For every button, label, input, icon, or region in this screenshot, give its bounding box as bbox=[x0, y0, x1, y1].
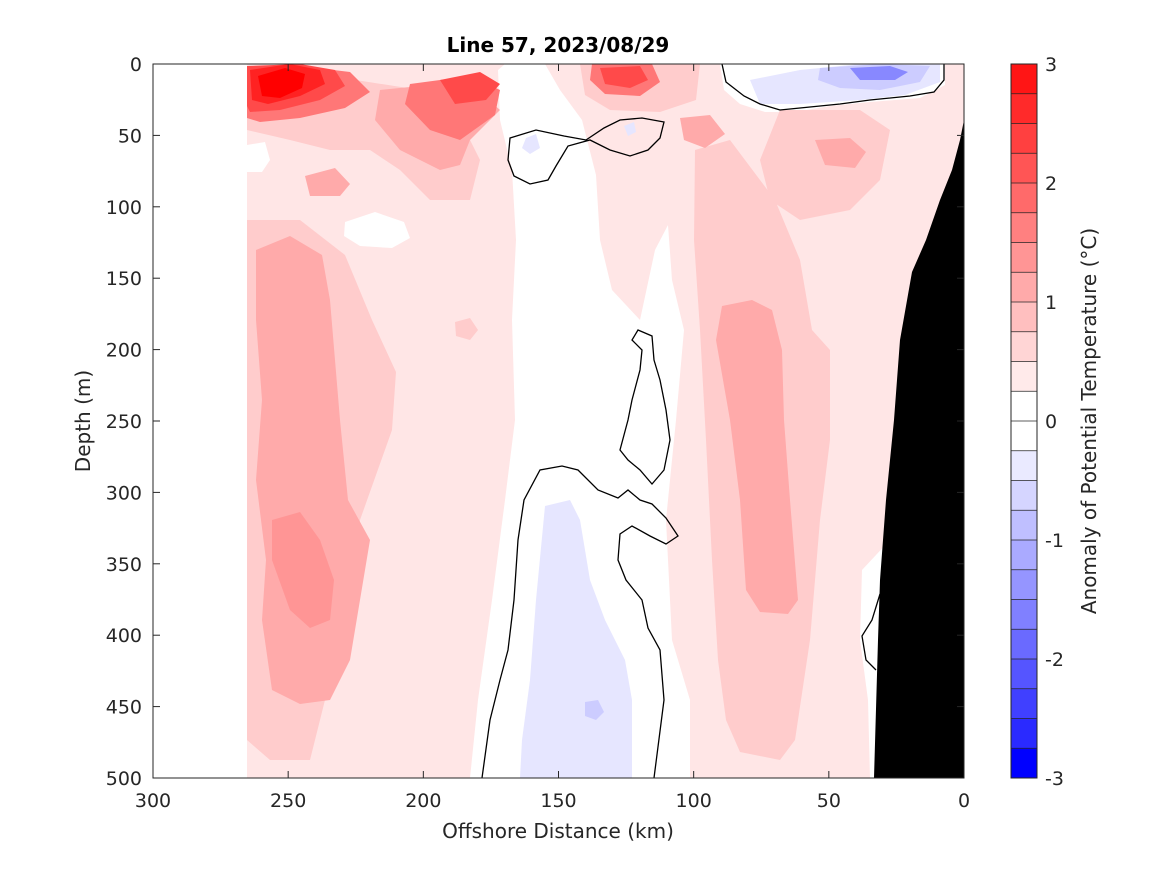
y-tick-label: 450 bbox=[106, 697, 142, 719]
contour-fill-pos-125 bbox=[272, 512, 334, 628]
y-tick-label: 200 bbox=[106, 340, 142, 362]
contour-fill-neg-05-a bbox=[585, 700, 604, 720]
colorbar-tick-label: 0 bbox=[1045, 411, 1057, 433]
contour-fill-pos-1-e bbox=[815, 138, 866, 168]
zero-contour-upper-loop bbox=[507, 117, 665, 185]
y-tick-label: 350 bbox=[106, 554, 142, 576]
contour-fill-pos-075-f bbox=[455, 318, 478, 340]
colorbar-tick-label: -2 bbox=[1045, 649, 1064, 671]
y-tick-label: 50 bbox=[118, 125, 142, 147]
colorbar-frame bbox=[1010, 63, 1038, 779]
colorbar-segment bbox=[1011, 421, 1037, 451]
colorbar-segment bbox=[1011, 153, 1037, 183]
y-tick-label: 150 bbox=[106, 268, 142, 290]
colorbar-segment bbox=[1011, 64, 1037, 94]
x-tick-label: 100 bbox=[676, 790, 712, 812]
colorbar-segment bbox=[1011, 629, 1037, 659]
colorbar-segment bbox=[1011, 450, 1037, 481]
contour-fill-neg-025-a bbox=[520, 500, 632, 778]
contour-fill-pos-1-f bbox=[680, 115, 725, 148]
y-tick-label: 500 bbox=[106, 768, 142, 790]
contour-fill-neg-025-d bbox=[624, 122, 636, 136]
contour-fill-neg-1-b bbox=[850, 66, 908, 80]
colorbar-segment bbox=[1011, 569, 1037, 600]
colorbar-tick-label: 1 bbox=[1045, 292, 1057, 314]
x-tick-label: 300 bbox=[135, 790, 171, 812]
x-tick-label: 150 bbox=[540, 790, 576, 812]
colorbar-title: Anomaly of Potential Temperature (°C) bbox=[1077, 228, 1101, 614]
zero-contour-top-right bbox=[721, 64, 945, 111]
colorbar-segment bbox=[1011, 272, 1037, 302]
contour-fill-pos-2-b bbox=[440, 72, 500, 104]
x-tick-label: 200 bbox=[405, 790, 441, 812]
x-tick-label: 50 bbox=[817, 790, 841, 812]
colorbar-segment bbox=[1011, 212, 1037, 243]
colorbar-segment bbox=[1011, 242, 1037, 273]
colorbar-segment bbox=[1011, 748, 1037, 778]
contour-fill-neg-025-c bbox=[522, 134, 540, 154]
contour-fill-zero-central bbox=[470, 64, 690, 778]
colorbar-tick-label: -1 bbox=[1045, 530, 1064, 552]
colorbar-axis: 3 2 1 0 -1 -2 -3 bbox=[1045, 54, 1064, 790]
colorbar-segment bbox=[1011, 540, 1037, 570]
y-tick-label: 100 bbox=[106, 197, 142, 219]
colorbar-segment bbox=[1011, 718, 1037, 749]
colorbar bbox=[1011, 63, 1037, 778]
contour-fill-pos-2-c bbox=[600, 66, 648, 88]
x-axis: 300 250 200 150 100 50 0 bbox=[135, 64, 970, 812]
x-axis-title: Offshore Distance (km) bbox=[442, 819, 674, 843]
colorbar-segment bbox=[1011, 391, 1037, 421]
contour-fill-zero-left bbox=[247, 142, 270, 172]
y-tick-label: 250 bbox=[106, 411, 142, 433]
y-tick-label: 0 bbox=[130, 54, 142, 76]
zero-contour-central bbox=[481, 465, 679, 778]
x-tick-label: 250 bbox=[270, 790, 306, 812]
colorbar-segment bbox=[1011, 183, 1037, 213]
bathymetry-fill bbox=[874, 120, 964, 778]
zero-contour-lines bbox=[481, 64, 945, 778]
contour-fill-zero-blob bbox=[344, 212, 410, 248]
colorbar-segment bbox=[1011, 302, 1037, 332]
contour-fill-pos-1-b bbox=[716, 300, 798, 614]
x-tick-label: 0 bbox=[958, 790, 970, 812]
colorbar-segment bbox=[1011, 688, 1037, 719]
contour-fill-pos-1-d bbox=[305, 168, 350, 196]
colorbar-tick-label: 3 bbox=[1045, 54, 1057, 76]
colorbar-segment bbox=[1011, 93, 1037, 124]
chart-title: Line 57, 2023/08/29 bbox=[447, 33, 670, 57]
anomaly-field bbox=[247, 64, 964, 778]
y-tick-label: 400 bbox=[106, 625, 142, 647]
colorbar-segment bbox=[1011, 123, 1037, 154]
colorbar-segment bbox=[1011, 361, 1037, 392]
zero-contour-mid-tongue bbox=[619, 329, 671, 485]
contour-fill-pos-3 bbox=[258, 68, 305, 98]
y-axis: 0 50 100 150 200 250 300 350 400 450 500 bbox=[106, 54, 964, 790]
y-tick-label: 300 bbox=[106, 482, 142, 504]
colorbar-tick-label: 2 bbox=[1045, 173, 1057, 195]
colorbar-segment bbox=[1011, 599, 1037, 630]
colorbar-segment bbox=[1011, 331, 1037, 362]
colorbar-tick-label: -3 bbox=[1045, 768, 1064, 790]
colorbar-segment bbox=[1011, 510, 1037, 540]
colorbar-segment bbox=[1011, 659, 1037, 689]
colorbar-segment bbox=[1011, 480, 1037, 511]
zero-contour-coast bbox=[861, 593, 881, 671]
y-axis-title: Depth (m) bbox=[71, 370, 95, 472]
